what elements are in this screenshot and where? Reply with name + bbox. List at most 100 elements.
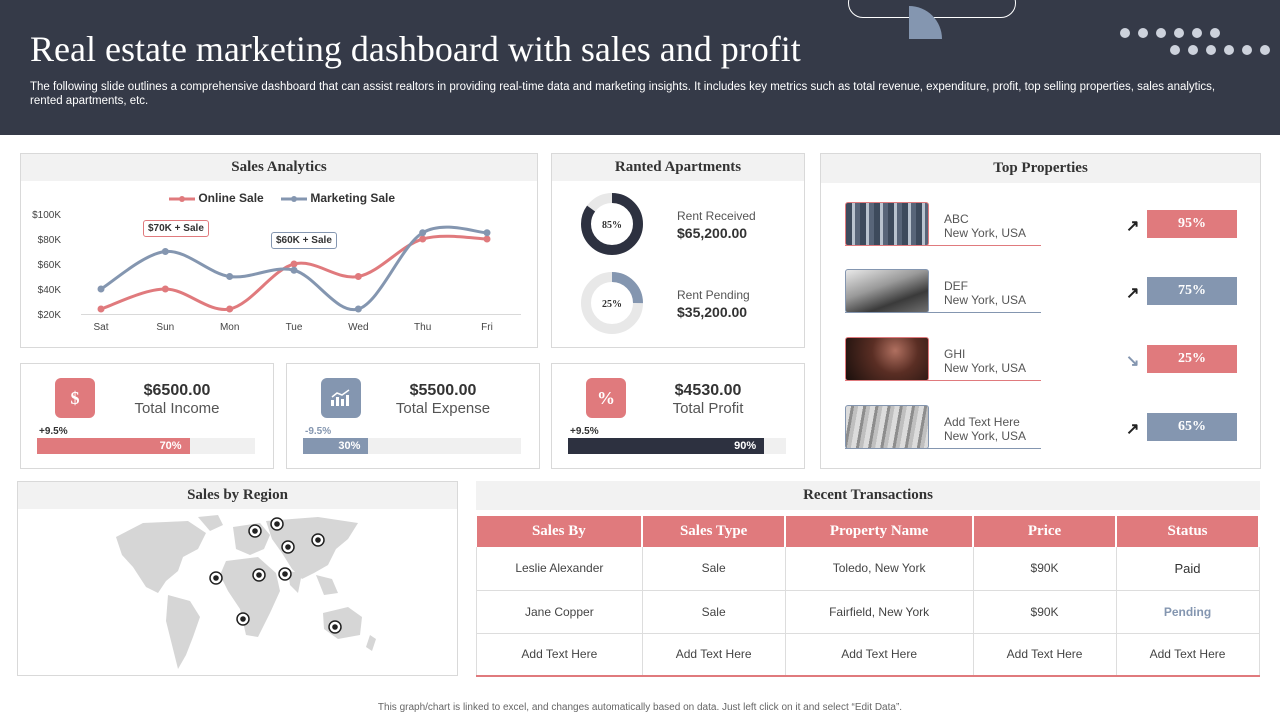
table-header-row: Sales By Sales Type Property Name Price …	[476, 516, 1260, 547]
kpi-income-bar-fill: 70%	[37, 438, 190, 454]
cell-sales-type: Sale	[642, 547, 786, 591]
map-location-pin-center	[256, 572, 262, 578]
decorative-dot	[1210, 28, 1220, 38]
decorative-dot	[1224, 45, 1234, 55]
trend-up-arrow-icon: ↗	[1126, 285, 1140, 302]
online-sale-point	[97, 305, 105, 313]
decorative-dot	[1156, 28, 1166, 38]
decorative-dot	[1120, 28, 1130, 38]
property-thumbnail[interactable]	[845, 202, 929, 246]
kpi-card-total-expense: $5500.00 Total Expense -9.5% 30%	[286, 363, 540, 469]
cell-sales-type: Sale	[642, 590, 786, 634]
online-sale-point	[483, 235, 491, 243]
marketing-sale-point	[483, 229, 491, 237]
kpi-profit-label: Total Profit	[672, 400, 744, 417]
legend-marketing-sale: Marketing Sale	[281, 191, 395, 205]
world-map	[116, 515, 376, 669]
property-percent-badge: 75%	[1147, 277, 1237, 305]
kpi-profit-change: +9.5%	[570, 426, 599, 437]
percent-icon: %	[586, 378, 626, 418]
property-underline	[845, 448, 1041, 449]
rent-received-percent: 85%	[602, 220, 622, 231]
property-percent-badge: 95%	[1147, 210, 1237, 238]
property-location: New York, USA	[944, 361, 1027, 375]
property-underline	[845, 380, 1041, 381]
kpi-profit-bar: 90%	[568, 438, 786, 454]
legend-marketing-label: Marketing Sale	[310, 191, 396, 205]
map-location-pin-center	[282, 571, 288, 577]
sales-line-chart: $100K $80K $60K $40K $20K Sat Sun Mon Tue Wed Thu F…	[32, 210, 521, 333]
column-sales-type[interactable]: Sales Type	[642, 516, 787, 547]
footer-note: This graph/chart is linked to excel, and…	[377, 702, 903, 713]
online-sale-point	[226, 305, 234, 313]
decorative-dot	[1138, 28, 1148, 38]
sales-analytics-panel: Sales Analytics Online Sale Marketing Sa…	[20, 153, 538, 348]
cell-status: Add Text Here	[1116, 633, 1260, 677]
map-location-pin-center	[332, 624, 338, 630]
kpi-income-change: +9.5%	[39, 426, 68, 437]
rent-received-donut: 85%	[581, 193, 643, 255]
decorative-dot	[1192, 28, 1202, 38]
cell-property-name: Add Text Here	[785, 633, 974, 677]
cell-property-name: Toledo, New York	[785, 547, 974, 591]
kpi-income-label: Total Income	[134, 400, 220, 417]
decorative-dot	[1188, 45, 1198, 55]
property-location: New York, USA	[944, 226, 1027, 240]
rent-pending-value: $35,200.00	[677, 304, 748, 320]
map-location-pin-center	[240, 616, 246, 622]
kpi-expense-bar-fill: 30%	[303, 438, 369, 454]
transactions-table: Sales By Sales Type Property Name Price …	[476, 516, 1260, 677]
property-thumbnail[interactable]	[845, 269, 929, 313]
property-name: DEF	[944, 279, 968, 293]
map-location-pin-center	[252, 528, 258, 534]
marketing-sale-point	[97, 285, 105, 293]
cell-property-name: Fairfield, New York	[785, 590, 974, 634]
map-location-pin-center	[285, 544, 291, 550]
decorative-dot	[1260, 45, 1270, 55]
rented-apartments-panel: Ranted Apartments 85% Rent Received $65,…	[551, 153, 805, 348]
top-properties-panel: Top Properties ABC New York, USA ↗ 95% DEF Ne…	[820, 153, 1261, 469]
kpi-income-bar: 70%	[37, 438, 255, 454]
top-properties-title: Top Properties	[821, 154, 1260, 183]
rent-pending-percent: 25%	[602, 299, 622, 310]
x-tick-label: Sat	[93, 322, 108, 333]
recent-transactions-title: Recent Transactions	[476, 481, 1260, 510]
cell-sales-by: Jane Copper	[476, 590, 643, 634]
property-location: New York, USA	[944, 293, 1027, 307]
marketing-sale-point	[354, 305, 362, 313]
decorative-dot	[1170, 45, 1180, 55]
kpi-expense-change: -9.5%	[305, 426, 332, 437]
table-row[interactable]: Leslie Alexander Sale Toledo, New York $…	[476, 547, 1260, 591]
kpi-profit-amount: $4530.00	[674, 382, 742, 399]
property-percent-badge: 65%	[1147, 413, 1237, 441]
cell-status-paid: Paid	[1116, 547, 1260, 591]
y-tick-label: $80K	[38, 235, 62, 246]
header-banner: Real estate marketing dashboard with sal…	[0, 0, 1280, 135]
marketing-sale-point	[161, 248, 169, 255]
sales-by-region-title: Sales by Region	[18, 482, 457, 509]
table-row[interactable]: Add Text Here Add Text Here Add Text Her…	[476, 633, 1260, 677]
column-property-name[interactable]: Property Name	[785, 516, 975, 547]
trend-up-arrow-icon: ↗	[1126, 218, 1140, 235]
rent-received-value: $65,200.00	[677, 225, 748, 241]
cell-sales-type: Add Text Here	[642, 633, 786, 677]
callout-online-sale: $70K + Sale	[143, 220, 209, 237]
property-thumbnail[interactable]	[845, 405, 929, 449]
cell-sales-by: Add Text Here	[476, 633, 643, 677]
column-status[interactable]: Status	[1116, 516, 1260, 547]
legend-online-label: Online Sale	[198, 191, 264, 205]
kpi-expense-label: Total Expense	[395, 400, 491, 417]
y-tick-label: $60K	[38, 260, 62, 271]
y-tick-label: $100K	[32, 210, 61, 221]
map-location-pin-center	[315, 537, 321, 543]
table-row[interactable]: Jane Copper Sale Fairfield, New York $90…	[476, 590, 1260, 634]
map-location-pin-center	[274, 521, 280, 527]
y-tick-label: $20K	[38, 310, 62, 321]
column-price[interactable]: Price	[973, 516, 1118, 547]
rent-pending-label: Rent Pending	[677, 288, 750, 302]
recent-transactions-header: Recent Transactions	[476, 481, 1260, 510]
online-sale-point	[161, 285, 169, 293]
property-thumbnail[interactable]	[845, 337, 929, 381]
sales-by-region-panel: Sales by Region	[17, 481, 458, 676]
column-sales-by[interactable]: Sales By	[476, 516, 644, 547]
